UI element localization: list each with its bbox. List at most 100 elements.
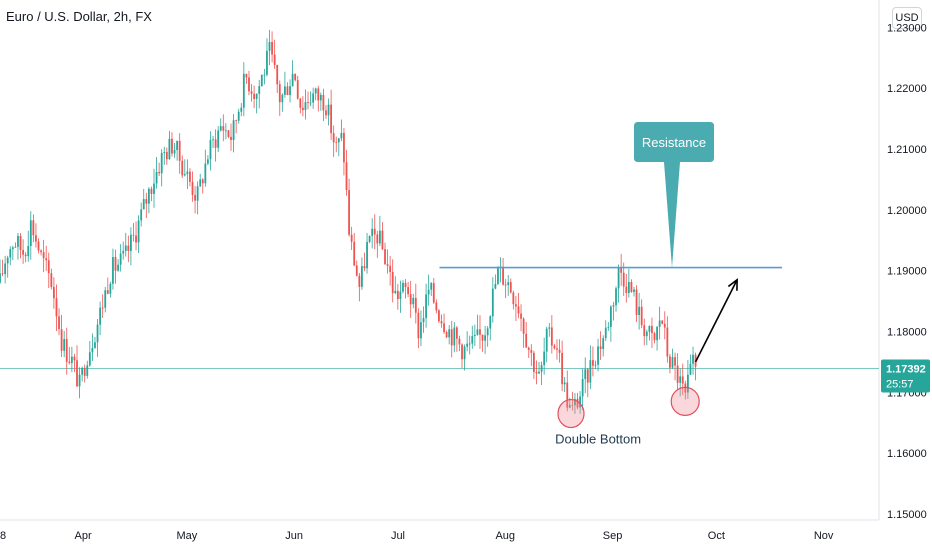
candle-body [402,282,404,292]
candle-body [309,102,312,104]
candlestick-series [0,29,697,414]
candle-body [563,382,566,385]
currency-button[interactable]: USD [892,7,922,29]
candle-body [627,281,630,294]
candle-body [640,306,643,326]
candle-body [83,367,86,376]
last-price-tag[interactable]: 1.17392 25:57 [881,359,930,393]
candle-body [230,136,232,141]
candle-body [291,73,294,87]
double-bottom-circle-2[interactable] [670,386,700,417]
price-tag-countdown: 25:57 [886,378,914,390]
candle-body [45,258,48,261]
time-tick-label: Apr [74,530,91,542]
candle-body [589,360,592,383]
candle-body [217,130,220,148]
candle-body [440,321,443,324]
candle-body [312,93,315,103]
candle-body [661,320,664,324]
candle-body [663,323,666,328]
candle-body [204,163,207,184]
candle-body [227,130,230,137]
double-bottom-circle-1[interactable] [557,398,585,429]
candle-body [512,292,515,305]
candle-body [222,126,225,131]
candle-body [686,374,689,393]
candle-body [255,93,258,99]
candle-body [99,307,102,325]
candle-body [525,333,528,348]
candle-body [47,260,50,274]
candle-body [132,234,135,236]
candle-body [443,323,445,333]
candle-body [417,312,420,339]
resistance-callout[interactable]: Resistance [634,122,714,268]
candle-body [571,405,574,406]
candle-body [258,86,261,94]
candle-body [692,354,694,364]
candle-body [68,361,71,363]
candle-body [94,342,96,348]
candle-body [507,282,510,286]
candle-body [86,365,89,376]
candle-body [574,398,576,406]
candle-body [73,356,76,361]
candle-body [671,357,674,368]
candle-body [535,371,538,374]
candle-body [597,346,599,365]
candle-body [248,77,250,92]
candle-body [391,271,394,294]
candle-body [412,297,415,305]
candle-body [340,132,343,139]
candle-body [235,120,238,122]
candle-body [345,162,348,191]
projection-arrow-line[interactable] [694,279,738,363]
projection-arrow[interactable] [694,278,738,363]
price-tick-label: 1.21000 [887,144,927,156]
candle-body [219,126,222,131]
candle-body [635,289,638,316]
candle-body [212,139,214,141]
candle-body [137,220,140,243]
candle-body [355,265,358,276]
candle-body [620,267,623,273]
candle-body [348,190,350,235]
candle-body [386,264,389,266]
candle-body [307,102,309,103]
candle-body [22,250,25,255]
price-tick-label: 1.22000 [887,83,927,95]
candle-body [276,64,279,85]
candle-body [435,302,438,311]
price-tick-label: 1.15000 [887,509,927,521]
candle-body [471,336,474,344]
candle-body [76,360,78,387]
resistance-callout-shape[interactable] [634,122,714,268]
candle-body [586,369,589,383]
time-axis[interactable]: 8 Apr May Jun Jul Aug Sep Oct Nov [0,530,834,542]
candle-body [319,94,322,101]
candle-body [55,298,58,317]
candle-body [127,245,130,251]
candle-body [540,365,543,372]
candle-body [65,339,68,362]
candle-body [450,329,453,346]
candle-body [53,286,55,299]
candle-body [615,288,617,306]
candle-body [224,130,227,132]
candle-body [278,84,281,103]
candle-body [201,179,204,184]
candle-body [17,235,19,247]
candle-body [684,383,687,393]
candle-body [522,318,525,334]
candle-body [381,230,384,250]
candle-body [625,286,628,294]
candle-body [294,73,297,81]
candle-body [438,310,440,322]
double-bottom-markers [557,386,700,429]
candle-body [486,328,489,336]
price-axis[interactable]: 1.23000 1.22000 1.21000 1.20000 1.19000 1.180… [887,22,927,521]
candle-body [78,374,81,387]
candle-body [332,133,335,143]
